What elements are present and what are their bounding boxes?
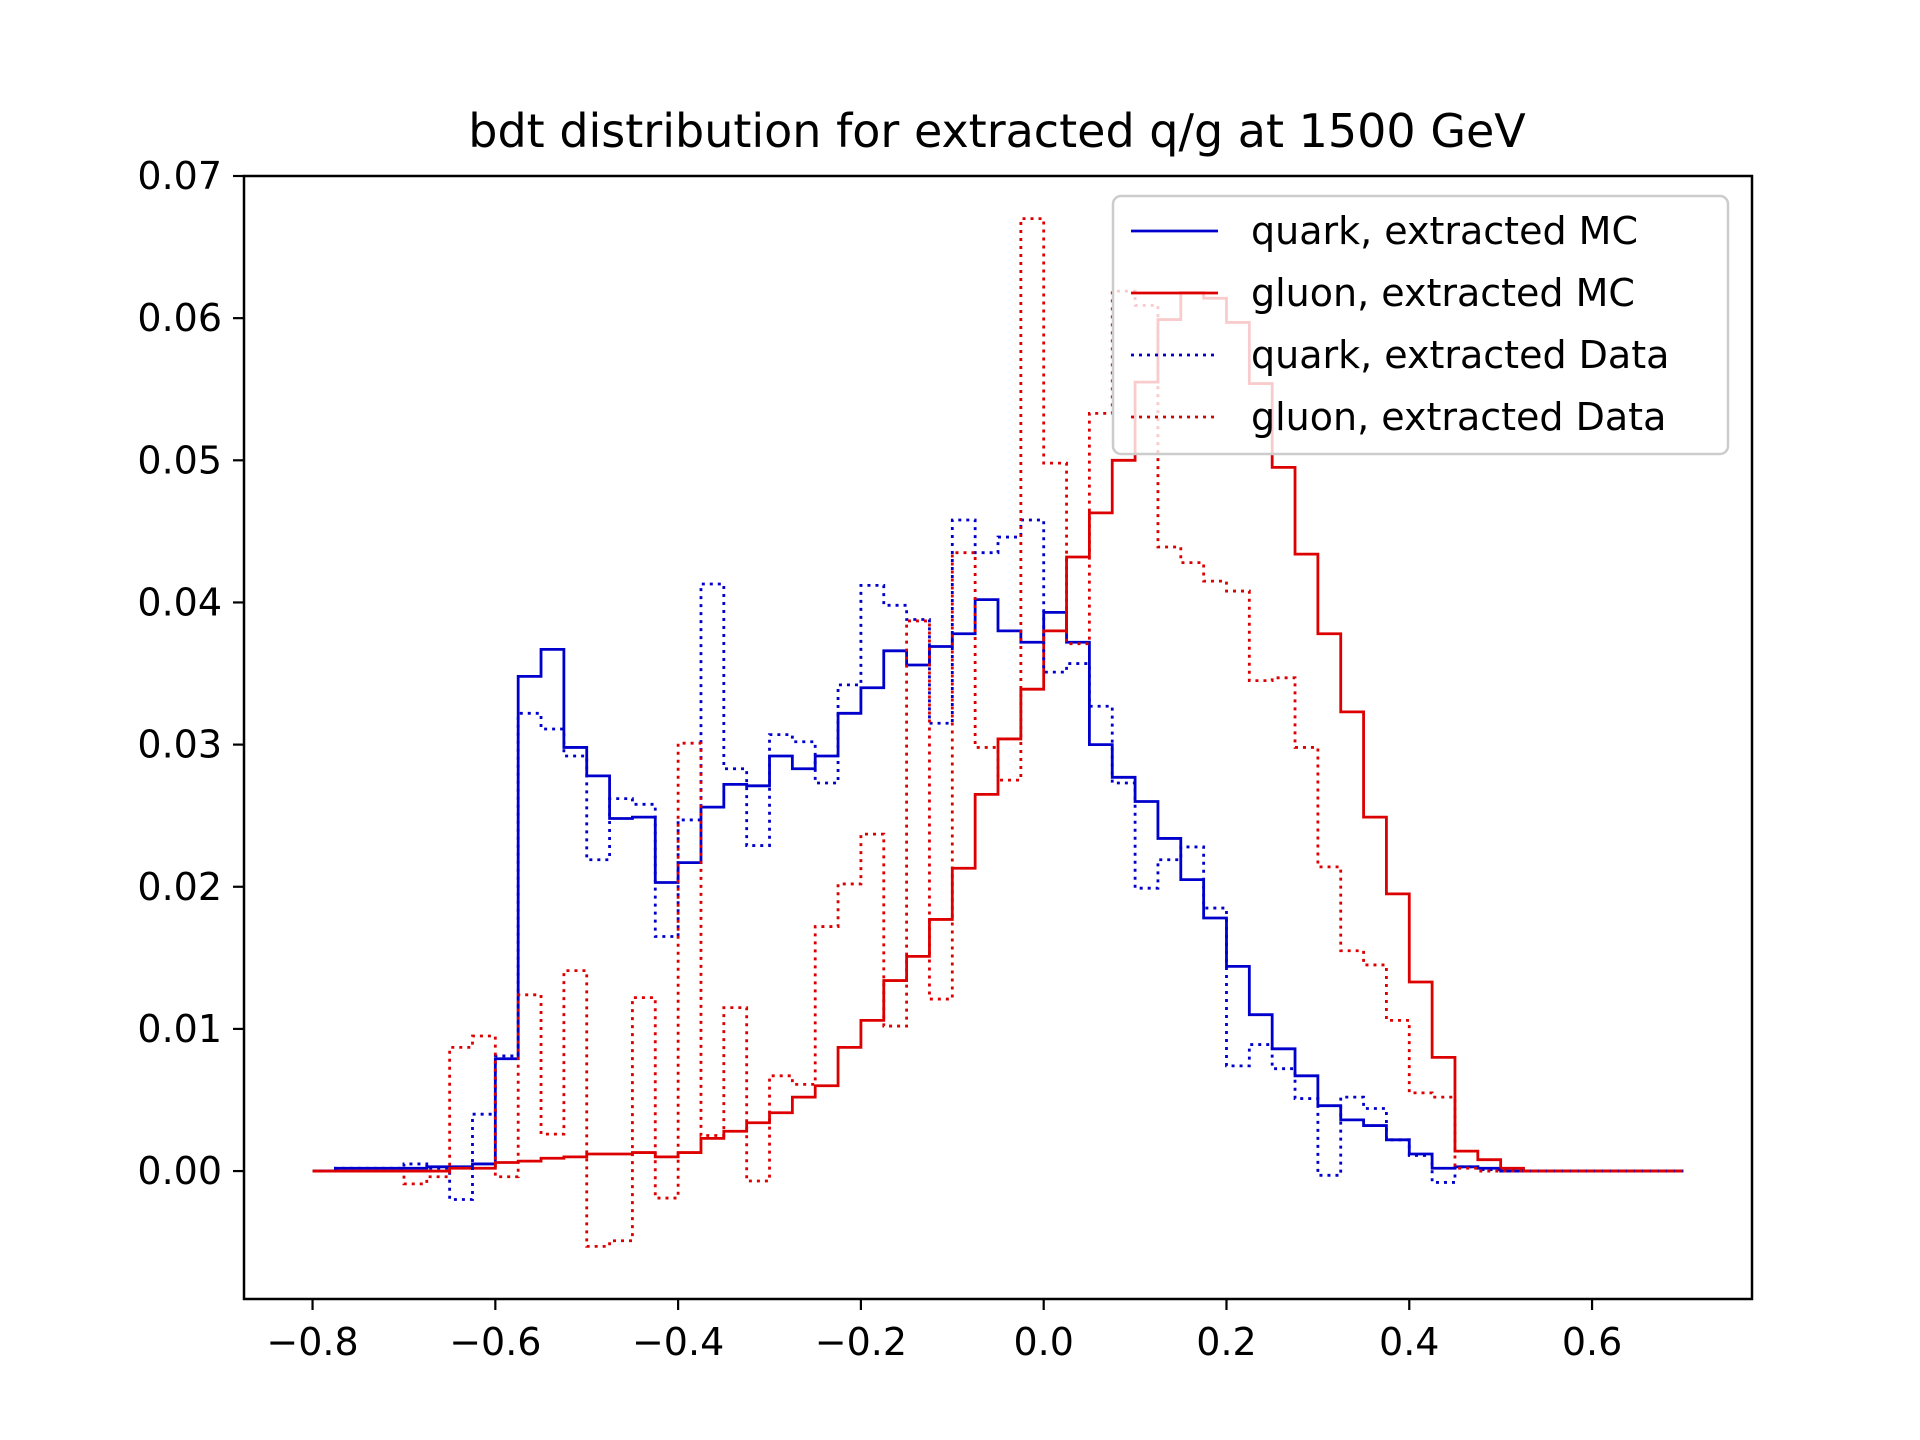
series-line-gluon-extracted-data (312, 217, 1684, 1248)
y-tick-label: 0.07 (137, 154, 222, 198)
x-tick-label: 0.2 (1196, 1320, 1256, 1364)
y-tick-label: 0.04 (137, 580, 222, 624)
plot-frame (242, 174, 1754, 1301)
series-layer (312, 217, 1684, 1248)
legend: quark, extracted MC gluon, extracted MC qu… (1111, 194, 1730, 456)
axis-layer: −0.8 −0.6 −0.4 −0.2 0.0 0.2 0.4 0.6 0.00 0.01 0.02… (137, 154, 1622, 1364)
y-tick-label: 0.02 (137, 865, 222, 909)
legend-label-gluon-extracted-mc: gluon, extracted MC (1251, 271, 1635, 315)
legend-box (1111, 194, 1730, 456)
legend-label-quark-extracted-mc: quark, extracted MC (1251, 209, 1638, 253)
x-tick-label: 0.4 (1379, 1320, 1439, 1364)
x-tick-label: 0.6 (1562, 1320, 1622, 1364)
x-tick-label: −0.4 (632, 1320, 724, 1364)
legend-label-gluon-extracted-data: gluon, extracted Data (1251, 395, 1666, 439)
x-tick-label: 0.0 (1013, 1320, 1073, 1364)
y-tick-label: 0.06 (137, 296, 222, 340)
x-tick-label: −0.8 (266, 1320, 358, 1364)
x-tick-label: −0.6 (449, 1320, 541, 1364)
y-tick-label: 0.00 (137, 1149, 222, 1193)
series-line-gluon-extracted-mc (312, 291, 1684, 1173)
legend-label-quark-extracted-data: quark, extracted Data (1251, 333, 1669, 377)
y-tick-label: 0.05 (137, 438, 222, 482)
x-tick-label: −0.2 (815, 1320, 907, 1364)
chart-title: bdt distribution for extracted q/g at 15… (468, 104, 1526, 158)
series-line-quark-extracted-data (312, 518, 1684, 1201)
y-tick-label: 0.01 (137, 1007, 222, 1051)
y-tick-label: 0.03 (137, 723, 222, 767)
